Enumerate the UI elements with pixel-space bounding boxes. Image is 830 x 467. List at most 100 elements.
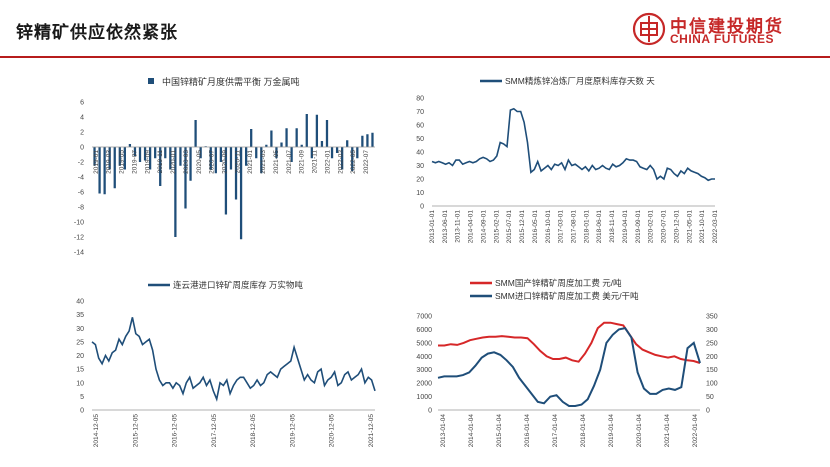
bar xyxy=(371,132,374,147)
legend-label: 中国锌精矿月度供需平衡 万金属吨 xyxy=(162,76,300,87)
x-tick-label: 2016-12-05 xyxy=(172,414,179,448)
y-tick-label: -4 xyxy=(78,175,84,182)
x-tick-label: 2020-07 xyxy=(209,150,216,174)
x-tick-label: 2020-11 xyxy=(234,150,241,174)
bar xyxy=(300,144,303,147)
y-tick-label: 70 xyxy=(416,109,424,116)
bar xyxy=(209,147,212,170)
x-tick-label: 2013-01-01 xyxy=(429,210,436,244)
x-tick-label: 2016-05-01 xyxy=(532,210,539,244)
x-tick-label: 2018-11-01 xyxy=(609,210,616,243)
header: 锌精矿供应依然紧张 中信建投期货 CHINA FUTURES xyxy=(0,0,830,58)
y-tick-label: 1000 xyxy=(416,394,432,401)
y-tick-label: 0 xyxy=(80,145,84,152)
bar xyxy=(169,147,172,170)
x-tick-label: 2021-01-04 xyxy=(664,414,671,448)
bar xyxy=(260,147,263,174)
y-tick-label: -10 xyxy=(74,220,84,227)
y-tick-label: 60 xyxy=(416,123,424,130)
bar xyxy=(290,147,293,162)
bar xyxy=(164,147,167,159)
bar xyxy=(275,147,278,159)
x-tick-label: 2019-01-04 xyxy=(608,414,615,448)
y-tick-label: 6 xyxy=(80,100,84,107)
x-tick-label: 2019-03 xyxy=(106,150,113,174)
import-tc-line xyxy=(437,326,701,407)
y-tick-label: 300 xyxy=(706,327,718,334)
raw-material-days-line-chart: SMM精炼锌冶炼厂月度原料库存天数 天 80 70 60 50 40 30 20 10 0 201… xyxy=(416,76,719,244)
bar xyxy=(108,147,111,170)
legend-swatch xyxy=(148,78,154,84)
x-tick-label: 2022-03-01 xyxy=(712,210,719,244)
x-tick-label: 2017-12-05 xyxy=(211,414,218,448)
bar xyxy=(113,147,116,189)
bar xyxy=(219,147,223,162)
y-tick-label: -12 xyxy=(74,235,84,242)
x-tick-label: 2020-03 xyxy=(183,150,190,174)
page-title: 锌精矿供应依然紧张 xyxy=(16,23,178,42)
x-tick-label: 2018-12-05 xyxy=(250,414,257,448)
bar xyxy=(93,147,96,166)
y-tick-label: 15 xyxy=(76,367,84,374)
x-tick-label: 2018-06-01 xyxy=(596,210,603,244)
x-tick-label: 2022-01-04 xyxy=(692,414,699,448)
bar xyxy=(189,147,192,181)
y-tick-label: 80 xyxy=(416,96,424,103)
y-tick-label: 4000 xyxy=(416,354,432,361)
series-line xyxy=(431,107,715,182)
bar xyxy=(330,147,334,159)
x-tick-label: 2021-09 xyxy=(299,150,306,174)
x-tick-label: 2022-01 xyxy=(324,150,331,174)
x-tick-label: 2019-09-01 xyxy=(635,210,642,244)
bar xyxy=(280,142,283,147)
y-tick-label: 5000 xyxy=(416,340,432,347)
bar xyxy=(335,147,339,153)
bar xyxy=(270,130,273,147)
y-tick-label: 20 xyxy=(416,177,424,184)
bar xyxy=(179,147,182,166)
bar xyxy=(244,147,248,166)
x-tick-label: 2013-01-04 xyxy=(440,414,447,448)
bar xyxy=(361,135,364,147)
x-tick-label: 2021-10-01 xyxy=(699,210,706,244)
x-tick-label: 2014-01-04 xyxy=(468,414,475,448)
bar xyxy=(315,114,319,147)
bar xyxy=(214,147,217,174)
treatment-charge-dual-line-chart: SMM国产锌精矿周度加工费 元/吨 SMM进口锌精矿周度加工费 美元/干吨 70… xyxy=(416,278,718,448)
y-tick-label: 0 xyxy=(428,408,432,415)
x-tick-label: 2015-02-01 xyxy=(493,210,500,244)
brand-logo: 中信建投期货 CHINA FUTURES xyxy=(632,10,822,50)
y-tick-label: 35 xyxy=(76,312,84,319)
y-tick-label: 2000 xyxy=(416,381,432,388)
y-tick-label: 25 xyxy=(76,339,84,346)
legend-label-domestic: SMM国产锌精矿周度加工费 元/吨 xyxy=(495,278,622,288)
bar xyxy=(138,147,142,162)
x-tick-label: 2020-01 xyxy=(170,150,177,174)
legend-label: 连云港进口锌矿周度库存 万实物吨 xyxy=(173,280,303,290)
bar xyxy=(154,147,157,159)
y-tick-label: 50 xyxy=(416,136,424,143)
bar xyxy=(224,147,228,215)
x-tick-label: 2014-04-01 xyxy=(468,210,475,244)
bar xyxy=(234,147,238,200)
bar xyxy=(341,147,344,170)
bar xyxy=(366,134,369,147)
y-tick-label: 5 xyxy=(80,394,84,401)
legend-label: SMM精炼锌冶炼厂月度原料库存天数 天 xyxy=(505,76,655,86)
x-tick-label: 2020-05 xyxy=(196,150,203,174)
y-tick-label: 30 xyxy=(416,163,424,170)
series-line xyxy=(91,317,376,402)
y-tick-label: 0 xyxy=(80,408,84,415)
y-tick-label: 10 xyxy=(416,190,424,197)
y-tick-label: 40 xyxy=(416,150,424,157)
x-tick-label: 2018-01-04 xyxy=(580,414,587,448)
y-tick-label: 150 xyxy=(706,367,718,374)
bar xyxy=(255,147,258,159)
x-tick-label: 2021-03 xyxy=(260,150,267,174)
y-tick-label: 40 xyxy=(76,299,84,306)
domestic-tc-line xyxy=(438,321,701,364)
x-tick-label: 2014-09-01 xyxy=(480,210,487,244)
x-tick-label: 2020-12-05 xyxy=(329,414,336,448)
x-tick-label: 2019-11 xyxy=(157,150,164,174)
bar xyxy=(295,128,298,147)
